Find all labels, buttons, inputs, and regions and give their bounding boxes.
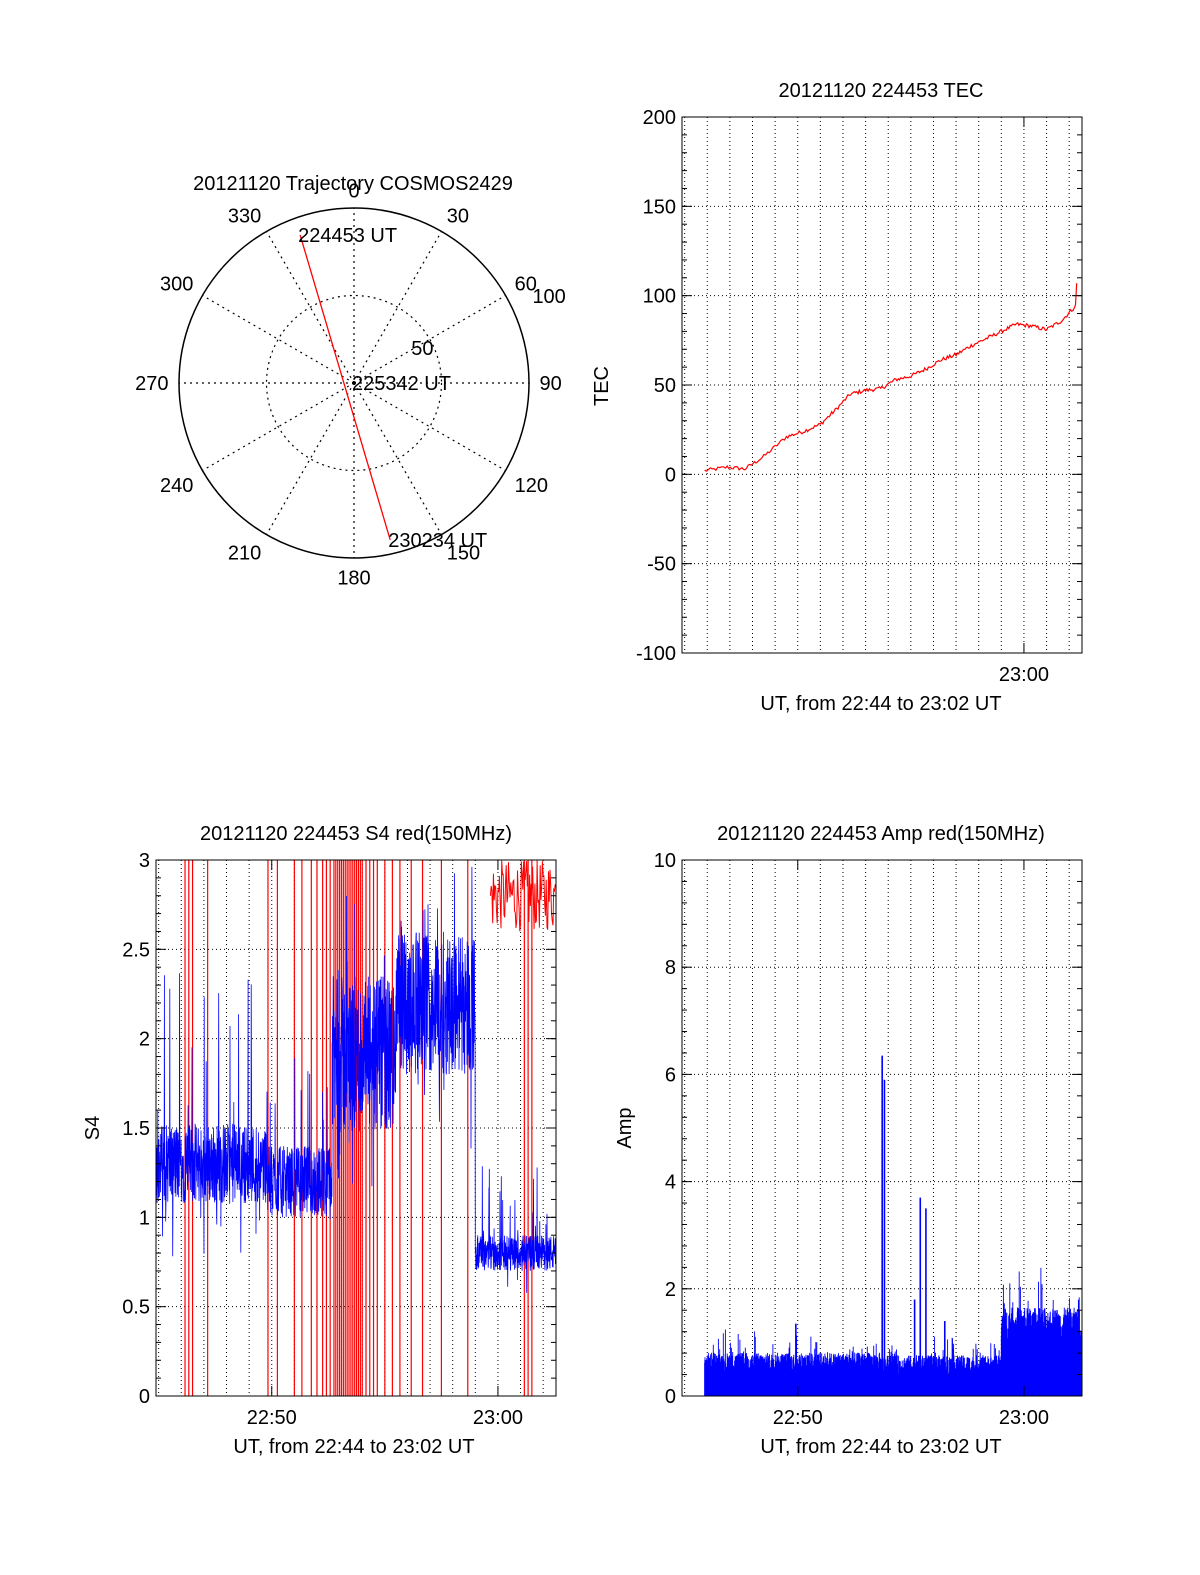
tec-series-line <box>704 283 1078 472</box>
s4-ytick-label: 2 <box>139 1029 150 1051</box>
tec-title: 20121120 224453 TEC <box>779 80 984 102</box>
s4-ylabel: S4 <box>82 1116 104 1140</box>
polar-spoke-150 <box>353 382 443 535</box>
polar-azimuth-label-90: 90 <box>540 373 562 395</box>
polar-radial-label-100: 100 <box>532 286 565 308</box>
tec-ytick-label: 50 <box>654 375 676 397</box>
tec-xlabel: UT, from 22:44 to 23:02 UT <box>760 693 1001 715</box>
tec-ytick-label: 100 <box>643 286 676 308</box>
tec-ylabel: TEC <box>591 366 613 406</box>
tec-chart: 20121120 224453 TEC UT, from 22:44 to 23… <box>591 80 1083 715</box>
polar-point-label-1: 225342 UT <box>352 373 451 395</box>
polar-spoke-210 <box>265 382 355 535</box>
polar-radial-label-50: 50 <box>411 338 433 360</box>
polar-azimuth-label-300: 300 <box>160 273 193 295</box>
tec-ytick-label: -50 <box>647 554 676 576</box>
s4-ytick-label: 3 <box>139 850 150 872</box>
amp-xlabel: UT, from 22:44 to 23:02 UT <box>760 1436 1001 1458</box>
s4-title: 20121120 224453 S4 red(150MHz) <box>200 823 512 845</box>
polar-azimuth-label-330: 330 <box>228 205 261 227</box>
tec-ytick-label: 0 <box>665 464 676 486</box>
amp-title: 20121120 224453 Amp red(150MHz) <box>717 823 1045 845</box>
s4-blue-series <box>155 866 557 1293</box>
polar-azimuth-label-60: 60 <box>515 273 537 295</box>
s4-ytick-label: 0 <box>139 1386 150 1408</box>
s4-chart: 20121120 224453 S4 red(150MHz) UT, from … <box>82 823 557 1458</box>
s4-red-line <box>489 860 556 932</box>
polar-azimuth-label-210: 210 <box>228 543 261 565</box>
polar-title: 20121120 Trajectory COSMOS2429 <box>193 173 513 195</box>
amp-xtick-label: 22:50 <box>773 1407 823 1429</box>
amp-ytick-label: 0 <box>665 1386 676 1408</box>
polar-trajectory-chart: 20121120 Trajectory COSMOS2429 0 30 60 90 12… <box>135 173 566 590</box>
polar-point-label-2: 230234 UT <box>388 530 487 552</box>
amp-xtick-label: 23:00 <box>999 1407 1049 1429</box>
amp-ytick-label: 2 <box>665 1279 676 1301</box>
polar-trajectory-line <box>299 234 391 541</box>
polar-spoke-300 <box>202 294 355 384</box>
amp-ytick-label: 6 <box>665 1064 676 1086</box>
polar-spoke-330 <box>265 231 355 384</box>
polar-spoke-120 <box>353 382 506 472</box>
tec-xtick-label: 23:00 <box>999 664 1049 686</box>
polar-spoke-240 <box>202 382 355 472</box>
polar-azimuth-label-30: 30 <box>447 205 469 227</box>
amp-frame <box>681 859 1083 1397</box>
amp-ylabel: Amp <box>614 1107 636 1148</box>
polar-spoke-30 <box>353 231 443 384</box>
s4-ytick-label: 0.5 <box>122 1297 150 1319</box>
amp-ytick-label: 8 <box>665 957 676 979</box>
polar-azimuth-label-240: 240 <box>160 475 193 497</box>
polar-point-label-0: 224453 UT <box>298 225 397 247</box>
s4-ytick-label: 2.5 <box>122 939 150 961</box>
amp-blue-bars <box>704 1267 1083 1396</box>
s4-xtick-label: 22:50 <box>247 1407 297 1429</box>
amp-ytick-label: 4 <box>665 1172 676 1194</box>
s4-ytick-label: 1.5 <box>122 1118 150 1140</box>
tec-ytick-label: 200 <box>643 107 676 129</box>
s4-ytick-label: 1 <box>139 1207 150 1229</box>
polar-azimuth-label-150: 150 <box>447 543 480 565</box>
polar-azimuth-label-0: 0 <box>348 181 359 203</box>
polar-azimuth-label-270: 270 <box>135 373 168 395</box>
tec-ytick-label: 150 <box>643 196 676 218</box>
polar-spoke-60 <box>353 294 506 384</box>
polar-azimuth-label-120: 120 <box>515 475 548 497</box>
amp-ytick-label: 10 <box>654 850 676 872</box>
polar-inner-circle <box>265 294 443 472</box>
s4-xlabel: UT, from 22:44 to 23:02 UT <box>233 1436 474 1458</box>
polar-azimuth-label-180: 180 <box>337 568 370 590</box>
s4-xtick-label: 23:00 <box>473 1407 523 1429</box>
tec-ytick-label: -100 <box>636 643 676 665</box>
amp-chart: 20121120 224453 Amp red(150MHz) UT, from… <box>614 823 1083 1458</box>
